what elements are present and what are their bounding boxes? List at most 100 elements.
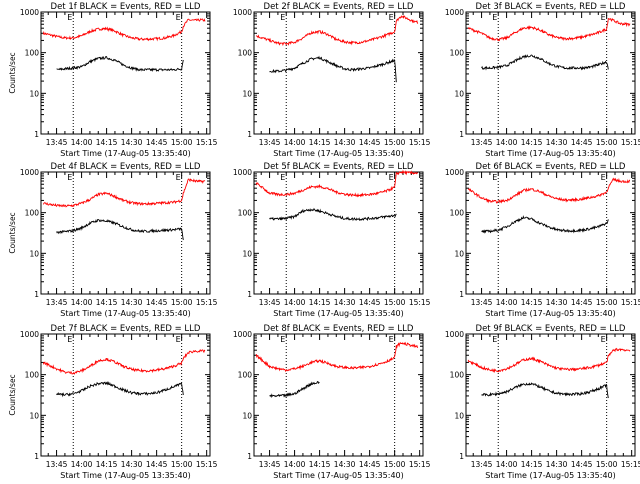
y-tick-label: 10 <box>29 249 39 258</box>
x-tick-label: 14:15 <box>96 298 118 307</box>
x-tick-label: 15:15 <box>409 138 431 147</box>
panel-title: Det 7f BLACK = Events, RED = LLD <box>51 324 201 334</box>
events-series <box>481 215 609 234</box>
panel-3: Det 3f BLACK = Events, RED = LLD 1 10 100 10… <box>445 2 640 158</box>
event-marker-label: E <box>67 335 72 344</box>
event-marker-label: E <box>389 335 394 344</box>
plot-frame <box>40 11 211 135</box>
lld-series <box>467 17 631 42</box>
plot-frame <box>465 11 636 135</box>
x-tick-label: 14:00 <box>71 138 93 147</box>
x-tick-label: 13:45 <box>259 298 281 307</box>
x-tick-label: 14:00 <box>71 460 93 469</box>
events-series <box>56 55 184 73</box>
x-tick-label: 14:30 <box>546 460 568 469</box>
event-marker-label: E <box>492 13 497 22</box>
x-tick-label: 14:45 <box>146 298 168 307</box>
event-marker-label: E <box>389 173 394 182</box>
x-tick-label: 15:15 <box>409 460 431 469</box>
x-tick-label: 14:30 <box>334 298 356 307</box>
lld-series <box>467 177 631 204</box>
x-tick-label: 14:45 <box>359 138 381 147</box>
x-tick-label: 15:00 <box>596 298 618 307</box>
lld-series <box>255 15 419 47</box>
x-tick-label: 15:15 <box>621 298 640 307</box>
y-tick-label: 1 <box>459 290 464 299</box>
x-tick-label: 15:00 <box>384 460 406 469</box>
x-tick-label: 13:45 <box>471 298 493 307</box>
x-tick-label: 14:45 <box>359 298 381 307</box>
plot-frame <box>40 333 211 457</box>
y-tick-label: 1 <box>247 452 252 461</box>
x-tick-label: 15:00 <box>384 138 406 147</box>
y-tick-label: 1000 <box>20 168 39 177</box>
x-tick-label: 14:00 <box>284 460 306 469</box>
x-tick-label: 15:15 <box>621 460 640 469</box>
panel-title: Det 2f BLACK = Events, RED = LLD <box>264 2 414 12</box>
x-tick-label: 14:15 <box>309 460 331 469</box>
event-marker-label: E <box>601 173 606 182</box>
x-tick-label: 14:45 <box>571 298 593 307</box>
x-tick-label: 14:30 <box>121 298 143 307</box>
x-tick-label: 15:15 <box>196 298 218 307</box>
events-series <box>269 380 320 399</box>
plot-frame <box>253 11 424 135</box>
y-tick-label: 100 <box>238 49 253 58</box>
plot-frame <box>465 333 636 457</box>
panel-1: Det 1f BLACK = Events, RED = LLD 1 10 100 10… <box>8 2 218 158</box>
event-marker-label: E <box>176 335 181 344</box>
plot-frame <box>253 171 424 295</box>
y-tick-label: 1000 <box>445 8 464 17</box>
lld-series <box>42 349 206 375</box>
x-tick-label: 14:15 <box>96 138 118 147</box>
x-tick-label: 14:30 <box>334 138 356 147</box>
panel-8: Det 8f BLACK = Events, RED = LLD 1 10 100 10… <box>233 324 431 480</box>
panel-4: Det 4f BLACK = Events, RED = LLD 1 10 100 10… <box>8 162 218 318</box>
plot-frame <box>465 171 636 295</box>
panel-2: Det 2f BLACK = Events, RED = LLD 1 10 100 10… <box>233 2 431 158</box>
x-axis-label: Start Time (17-Aug-05 13:35:40) <box>273 309 404 318</box>
events-series <box>56 218 184 241</box>
panel-title: Det 4f BLACK = Events, RED = LLD <box>51 162 201 172</box>
x-tick-label: 14:15 <box>521 138 543 147</box>
panel-9: Det 9f BLACK = Events, RED = LLD 1 10 100 10… <box>445 324 640 480</box>
x-tick-label: 13:45 <box>471 460 493 469</box>
lld-series <box>42 18 206 42</box>
x-tick-label: 13:45 <box>46 460 68 469</box>
lld-series <box>467 347 631 374</box>
y-tick-label: 1000 <box>233 8 252 17</box>
x-tick-label: 14:45 <box>146 460 168 469</box>
x-tick-label: 14:30 <box>121 138 143 147</box>
panel-title: Det 8f BLACK = Events, RED = LLD <box>264 324 414 334</box>
x-tick-label: 15:15 <box>409 298 431 307</box>
event-marker-label: E <box>280 335 285 344</box>
y-tick-label: 10 <box>29 411 39 420</box>
y-tick-label: 1000 <box>445 168 464 177</box>
y-tick-label: 10 <box>454 411 464 420</box>
x-tick-label: 14:15 <box>521 460 543 469</box>
events-series <box>269 55 397 83</box>
x-tick-label: 15:00 <box>384 298 406 307</box>
y-tick-label: 10 <box>242 89 252 98</box>
x-tick-label: 15:00 <box>171 298 193 307</box>
x-tick-label: 14:15 <box>309 138 331 147</box>
x-tick-label: 14:15 <box>309 298 331 307</box>
panel-title: Det 3f BLACK = Events, RED = LLD <box>476 2 626 12</box>
y-tick-label: 100 <box>450 49 465 58</box>
x-tick-label: 15:00 <box>596 138 618 147</box>
lld-series <box>255 341 419 373</box>
x-axis-label: Start Time (17-Aug-05 13:35:40) <box>485 309 616 318</box>
x-tick-label: 13:45 <box>46 138 68 147</box>
x-tick-label: 15:00 <box>596 460 618 469</box>
x-tick-label: 15:15 <box>196 138 218 147</box>
y-tick-label: 1000 <box>20 8 39 17</box>
panel-7: Det 7f BLACK = Events, RED = LLD 1 10 100 10… <box>8 324 218 480</box>
event-marker-label: E <box>601 13 606 22</box>
y-tick-label: 10 <box>242 411 252 420</box>
x-axis-label: Start Time (17-Aug-05 13:35:40) <box>485 471 616 480</box>
y-axis-label: Counts/sec <box>8 374 17 415</box>
lld-series <box>255 169 419 198</box>
event-marker-label: E <box>601 335 606 344</box>
event-marker-label: E <box>67 173 72 182</box>
